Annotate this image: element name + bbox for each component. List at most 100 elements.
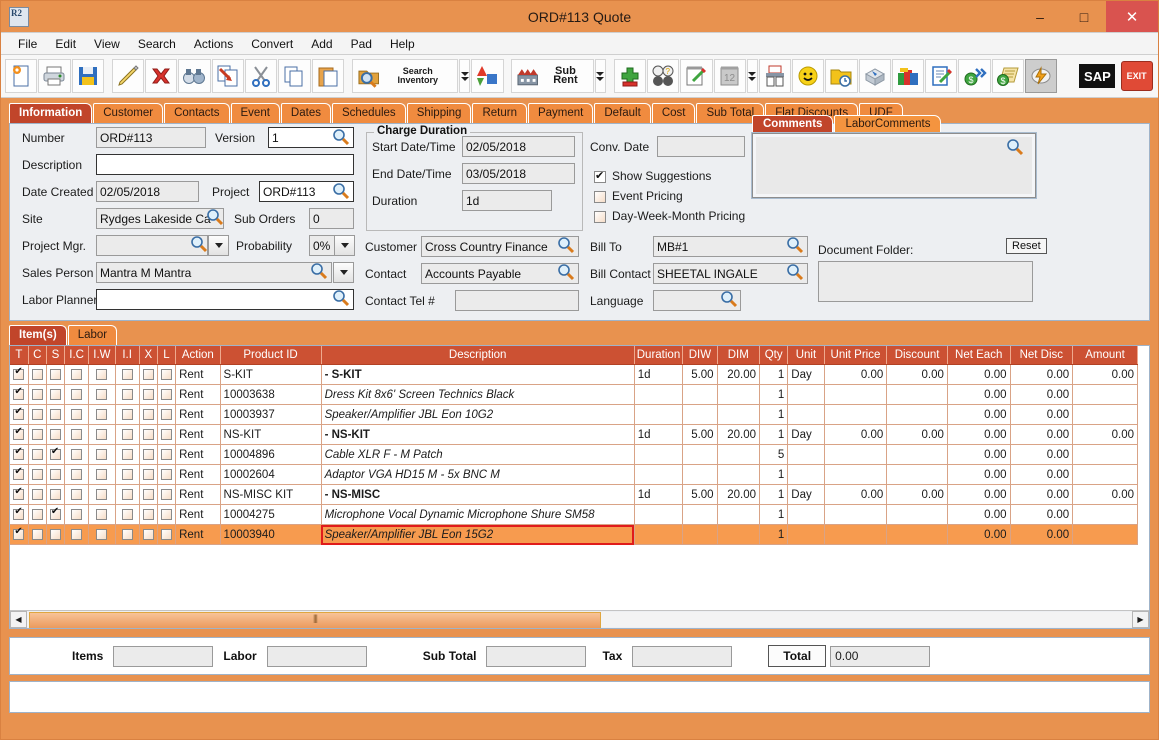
cell-checkbox-x[interactable] — [139, 524, 158, 545]
checkbox-l[interactable] — [161, 428, 172, 440]
checkbox-l[interactable] — [161, 388, 172, 400]
checkbox-x[interactable] — [142, 448, 154, 460]
folder-clock-icon[interactable] — [825, 59, 858, 93]
cell-checkbox-iw[interactable] — [88, 404, 116, 425]
cell-discount[interactable] — [886, 404, 948, 425]
cell-checkbox-ii[interactable] — [115, 464, 140, 485]
cell-diw[interactable]: 5.00 — [682, 484, 718, 505]
cell-unit[interactable] — [787, 464, 825, 485]
checkbox-ic[interactable] — [71, 488, 83, 500]
cell-diw[interactable] — [682, 464, 718, 485]
checkbox-iw[interactable] — [96, 468, 108, 480]
cell-checkbox-iw[interactable] — [88, 424, 116, 445]
cell-amount[interactable]: 0.00 — [1072, 364, 1138, 385]
checkbox-c[interactable] — [31, 368, 43, 380]
project-field[interactable]: ORD#113 — [259, 181, 354, 202]
cell-action[interactable]: Rent — [175, 404, 221, 425]
cell-action[interactable]: Rent — [175, 464, 221, 485]
checkbox-ii[interactable] — [121, 428, 133, 440]
col-unit[interactable]: Unit — [787, 346, 825, 365]
cell-checkbox-t[interactable] — [10, 484, 29, 505]
checkbox-x[interactable] — [142, 368, 154, 380]
checkbox-c[interactable] — [31, 408, 43, 420]
cell-description[interactable]: Cable XLR F - M Patch — [321, 444, 635, 465]
notepad-edit-icon[interactable] — [925, 59, 958, 93]
cell-duration[interactable] — [634, 444, 684, 465]
cell-net-disc[interactable]: 0.00 — [1010, 424, 1074, 445]
cell-checkbox-ii[interactable] — [115, 364, 140, 385]
cell-action[interactable]: Rent — [175, 444, 221, 465]
checkbox-l[interactable] — [161, 408, 172, 420]
conv-date-field[interactable] — [657, 136, 745, 157]
cell-product-id[interactable]: 10003937 — [220, 404, 322, 425]
checkbox-t[interactable] — [13, 486, 25, 500]
col-net-each[interactable]: Net Each — [947, 346, 1011, 365]
cell-checkbox-x[interactable] — [139, 464, 158, 485]
cell-unit-price[interactable] — [824, 444, 888, 465]
checkbox-ic[interactable] — [71, 388, 83, 400]
labor-planner-search-icon[interactable] — [332, 289, 350, 310]
project-mgr-field[interactable] — [96, 235, 208, 256]
cell-diw[interactable] — [682, 444, 718, 465]
add-remove-icon[interactable] — [613, 59, 646, 93]
cell-checkbox-iw[interactable] — [88, 384, 116, 405]
checkbox-s[interactable] — [49, 506, 61, 520]
edit-pencil-icon[interactable] — [111, 59, 145, 93]
checkbox-t[interactable] — [13, 406, 25, 420]
cell-checkbox-s[interactable] — [46, 384, 66, 405]
cell-product-id[interactable]: 10004275 — [220, 504, 322, 525]
cell-checkbox-x[interactable] — [139, 504, 158, 525]
number-field[interactable]: ORD#113 — [96, 127, 206, 148]
save-icon[interactable] — [71, 59, 104, 93]
checkbox-ii[interactable] — [121, 408, 133, 420]
checkbox-ic[interactable] — [71, 468, 83, 480]
cell-checkbox-l[interactable] — [157, 444, 177, 465]
cell-duration[interactable] — [634, 384, 684, 405]
checkbox-t[interactable] — [13, 426, 25, 440]
cell-checkbox-l[interactable] — [157, 364, 177, 385]
cell-checkbox-t[interactable] — [10, 524, 29, 545]
menu-actions[interactable]: Actions — [193, 36, 234, 51]
menu-add[interactable]: Add — [311, 36, 333, 51]
cell-checkbox-ii[interactable] — [115, 444, 140, 465]
cell-discount[interactable] — [886, 384, 948, 405]
duration-field[interactable]: 1d — [462, 190, 552, 211]
cell-checkbox-c[interactable] — [28, 404, 47, 425]
cell-amount[interactable] — [1072, 504, 1138, 525]
cell-discount[interactable] — [886, 464, 948, 485]
cell-dim[interactable] — [717, 404, 761, 425]
cell-unit-price[interactable]: 0.00 — [824, 424, 888, 445]
checkbox-c[interactable] — [31, 388, 43, 400]
cell-amount[interactable] — [1072, 464, 1138, 485]
checkbox-c[interactable] — [31, 528, 43, 540]
project-mgr-search-icon[interactable] — [190, 235, 208, 256]
cell-qty[interactable]: 1 — [759, 424, 789, 445]
site-field[interactable]: Rydges Lakeside Ca — [96, 208, 224, 229]
col-ic[interactable]: I.C — [64, 346, 90, 365]
cell-checkbox-c[interactable] — [28, 524, 47, 545]
cell-dim[interactable] — [717, 444, 761, 465]
project-search-icon[interactable] — [332, 182, 350, 203]
checkbox-iw[interactable] — [96, 488, 108, 500]
copy-icon[interactable] — [278, 59, 311, 93]
cell-dim[interactable] — [717, 384, 761, 405]
cell-checkbox-x[interactable] — [139, 424, 158, 445]
scroll-left-icon[interactable]: ◀ — [10, 611, 27, 628]
tab-event[interactable]: Event — [230, 103, 280, 123]
cell-checkbox-t[interactable] — [10, 424, 29, 445]
tab-labor-comments[interactable]: LaborComments — [834, 115, 942, 133]
cell-net-disc[interactable]: 0.00 — [1010, 444, 1074, 465]
cell-checkbox-x[interactable] — [139, 484, 158, 505]
database-icon[interactable] — [891, 59, 925, 93]
checkbox-t[interactable] — [13, 506, 25, 520]
bill-contact-search-icon[interactable] — [786, 263, 804, 284]
cell-duration[interactable] — [634, 464, 684, 485]
cell-amount[interactable]: 0.00 — [1072, 424, 1138, 445]
menu-edit[interactable]: Edit — [55, 36, 77, 51]
cell-checkbox-ic[interactable] — [64, 464, 90, 485]
project-mgr-dropdown[interactable] — [208, 235, 229, 256]
cell-unit-price[interactable]: 0.00 — [824, 364, 888, 385]
cell-dim[interactable]: 20.00 — [717, 484, 761, 505]
